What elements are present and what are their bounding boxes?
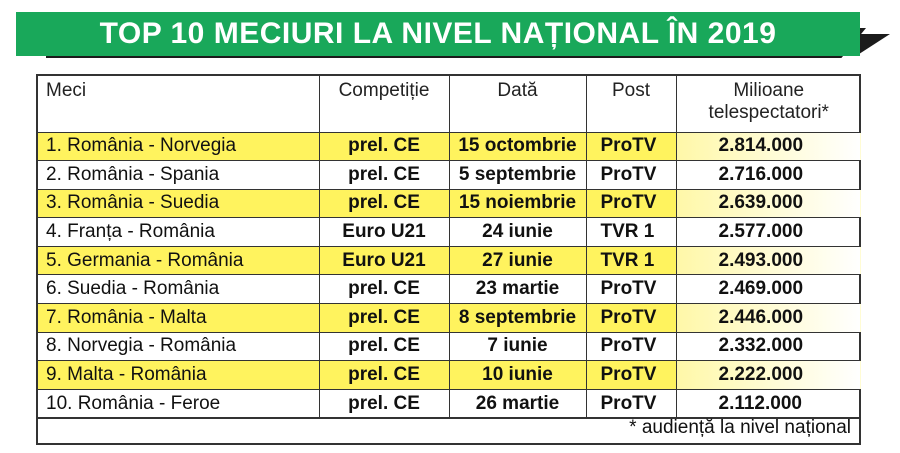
cell-match: 4. Franța - România	[38, 217, 320, 247]
header-post: Post	[586, 76, 677, 133]
cell-competition: prel. CE	[319, 132, 450, 162]
cell-post: ProTV	[586, 189, 677, 219]
cell-match: 2. România - Spania	[38, 160, 320, 190]
cell-date: 8 septembrie	[449, 303, 587, 333]
cell-match: 5. Germania - România	[38, 246, 320, 276]
cell-post: TVR 1	[586, 246, 677, 276]
cell-competition: prel. CE	[319, 389, 450, 419]
cell-competition: prel. CE	[319, 274, 450, 305]
cell-competition: prel. CE	[319, 160, 450, 190]
cell-viewers: 2.469.000	[676, 274, 861, 305]
header-viewers: Milioane telespectatori*	[676, 76, 861, 133]
header-competition: Competiție	[319, 76, 450, 133]
cell-match: 7. România - Malta	[38, 303, 320, 333]
cell-post: ProTV	[586, 274, 677, 305]
cell-date: 24 iunie	[449, 217, 587, 247]
cell-post: ProTV	[586, 389, 677, 419]
cell-match: 6. Suedia - România	[38, 274, 320, 305]
cell-viewers: 2.112.000	[676, 389, 861, 419]
table-row: 9. Malta - România prel. CE 10 iunie ProTV 2…	[38, 360, 861, 390]
ratings-table: Meci Competiție Dată Post Milioane teles…	[38, 76, 861, 419]
cell-post: ProTV	[586, 303, 677, 333]
cell-date: 27 iunie	[449, 246, 587, 276]
cell-date: 7 iunie	[449, 332, 587, 362]
header-viewers-line1: Milioane	[733, 80, 805, 101]
table-row: 10. România - Feroe prel. CE 26 martie ProT…	[38, 389, 861, 419]
cell-competition: prel. CE	[319, 360, 450, 390]
cell-competition: prel. CE	[319, 332, 450, 362]
table-row: 2. România - Spania prel. CE 5 septembrie P…	[38, 160, 861, 190]
cell-viewers: 2.332.000	[676, 332, 861, 362]
cell-viewers: 2.814.000	[676, 132, 861, 162]
cell-match: 3. România - Suedia	[38, 189, 320, 219]
table-row: 4. Franța - România Euro U21 24 iunie TVR 1…	[38, 217, 861, 247]
cell-viewers: 2.716.000	[676, 160, 861, 190]
cell-date: 23 martie	[449, 274, 587, 305]
table-row: 1. România - Norvegia prel. CE 15 octombri…	[38, 132, 861, 162]
table-row: 3. România - Suedia prel. CE 15 noiembrie P…	[38, 189, 861, 219]
cell-match: 9. Malta - România	[38, 360, 320, 390]
cell-date: 15 noiembrie	[449, 189, 587, 219]
cell-viewers: 2.577.000	[676, 217, 861, 247]
cell-viewers: 2.222.000	[676, 360, 861, 390]
table-row: 7. România - Malta prel. CE 8 septembrie Pr…	[38, 303, 861, 333]
banner-corner	[856, 34, 890, 56]
cell-date: 26 martie	[449, 389, 587, 419]
cell-post: ProTV	[586, 132, 677, 162]
cell-viewers: 2.493.000	[676, 246, 861, 276]
cell-match: 8. Norvegia - România	[38, 332, 320, 362]
cell-competition: prel. CE	[319, 303, 450, 333]
cell-post: ProTV	[586, 332, 677, 362]
footnote: * audiență la nivel național	[629, 417, 851, 438]
header-match: Meci	[38, 76, 320, 133]
table-row: 6. Suedia - România prel. CE 23 martie ProT…	[38, 274, 861, 305]
cell-viewers: 2.639.000	[676, 189, 861, 219]
header-viewers-line2: telespectatori*	[708, 102, 829, 123]
cell-competition: prel. CE	[319, 189, 450, 219]
cell-date: 5 septembrie	[449, 160, 587, 190]
cell-post: TVR 1	[586, 217, 677, 247]
cell-competition: Euro U21	[319, 246, 450, 276]
cell-competition: Euro U21	[319, 217, 450, 247]
cell-viewers: 2.446.000	[676, 303, 861, 333]
table-row: 8. Norvegia - România prel. CE 7 iunie ProT…	[38, 332, 861, 362]
header-date: Dată	[449, 76, 587, 133]
cell-match: 1. România - Norvegia	[38, 132, 320, 162]
table-header-row: Meci Competiție Dată Post Milioane teles…	[38, 76, 861, 133]
cell-post: ProTV	[586, 360, 677, 390]
cell-post: ProTV	[586, 160, 677, 190]
cell-match: 10. România - Feroe	[38, 389, 320, 419]
page-title: TOP 10 MECIURI LA NIVEL NAȚIONAL ÎN 2019	[16, 12, 860, 56]
table-row: 5. Germania - România Euro U21 27 iunie TVR…	[38, 246, 861, 276]
ratings-table-container: Meci Competiție Dată Post Milioane teles…	[36, 74, 861, 445]
footnote-divider	[38, 418, 859, 419]
cell-date: 15 octombrie	[449, 132, 587, 162]
cell-date: 10 iunie	[449, 360, 587, 390]
